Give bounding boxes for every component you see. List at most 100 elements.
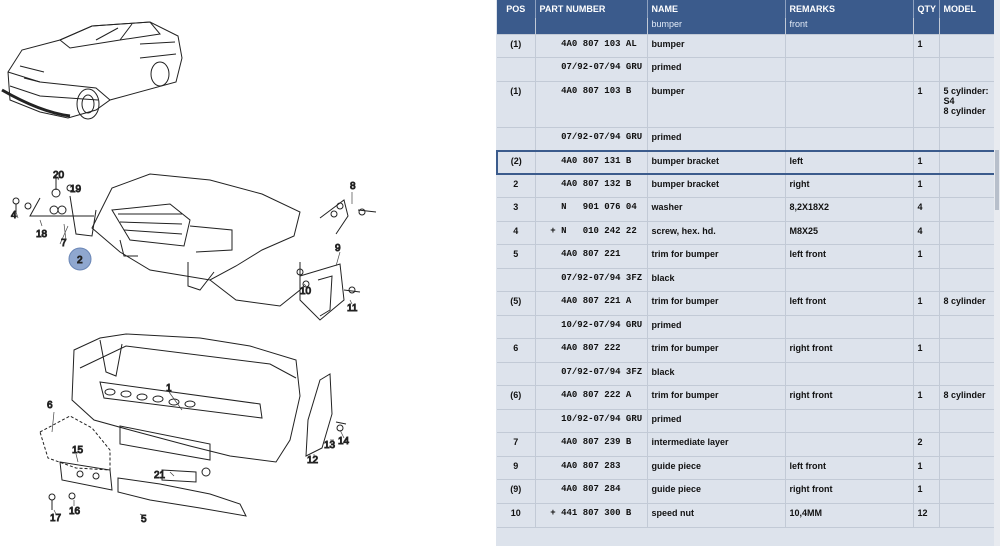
cell-name: bumper	[647, 34, 786, 58]
cell-remarks: left front	[785, 244, 914, 269]
cell-remarks	[785, 34, 914, 58]
cell-remarks	[785, 127, 914, 152]
cell-name: primed	[647, 409, 786, 433]
column-header-qty[interactable]: QTY	[913, 0, 940, 18]
column-header-pos[interactable]: POS	[497, 0, 536, 18]
table-header-row: POS PART NUMBER NAME REMARKS QTY MODEL	[497, 0, 996, 18]
cell-qty: 1	[913, 34, 940, 58]
table-row[interactable]: 3 N 901 076 04 washer 8,2X18X2 4	[497, 197, 996, 222]
callout-8: 8	[350, 181, 356, 192]
cell-remarks	[785, 409, 914, 433]
cell-qty: 4	[913, 221, 940, 245]
cell-model	[939, 409, 996, 433]
cell-qty	[913, 268, 940, 292]
cell-pos: (5)	[497, 291, 536, 316]
cell-remarks: right front	[785, 338, 914, 363]
cell-remarks: left front	[785, 291, 914, 316]
cell-qty: 1	[913, 479, 940, 504]
table-row[interactable]: 07/92-07/94 3FZ black	[497, 268, 996, 292]
cell-model	[939, 268, 996, 292]
cell-model	[939, 479, 996, 504]
cell-qty: 4	[913, 197, 940, 222]
callout-15: 15	[72, 445, 84, 456]
cell-model	[939, 338, 996, 363]
cell-qty: 2	[913, 432, 940, 457]
cell-model	[939, 244, 996, 269]
cell-part: 4A0 807 221 A	[535, 291, 648, 316]
cell-pos	[497, 409, 536, 433]
subheader-name: bumper	[647, 18, 786, 35]
cell-part: 10/92-07/94 GRU	[535, 409, 648, 433]
column-header-name[interactable]: NAME	[647, 0, 786, 18]
cell-qty	[913, 362, 940, 386]
callout-10: 10	[300, 286, 312, 297]
table-row[interactable]: 07/92-07/94 GRU primed	[497, 127, 996, 152]
cell-remarks: left front	[785, 456, 914, 480]
cell-qty: 1	[913, 81, 940, 128]
front-end-drawing	[12, 173, 377, 321]
table-row[interactable]: 4 + N 010 242 22 screw, hex. hd. M8X25 4	[497, 221, 996, 245]
column-header-remarks[interactable]: REMARKS	[785, 0, 914, 18]
callout-13: 13	[324, 440, 336, 451]
cell-pos: 4	[497, 221, 536, 245]
column-header-part-number[interactable]: PART NUMBER	[535, 0, 648, 18]
car-thumbnail-icon	[1, 21, 183, 120]
column-header-model[interactable]: MODEL	[939, 0, 996, 18]
cell-pos: 10	[497, 503, 536, 528]
bumper-drawing	[39, 333, 347, 517]
cell-part: 10/92-07/94 GRU	[535, 315, 648, 339]
cell-pos: 6	[497, 338, 536, 363]
cell-pos: 3	[497, 197, 536, 222]
table-row[interactable]: 07/92-07/94 3FZ black	[497, 362, 996, 386]
cell-part: + 441 807 300 B	[535, 503, 648, 528]
cell-name: black	[647, 268, 786, 292]
cell-pos: (1)	[497, 34, 536, 58]
cell-qty	[913, 409, 940, 433]
table-row[interactable]: 10/92-07/94 GRU primed	[497, 315, 996, 339]
cell-name: trim for bumper	[647, 385, 786, 410]
cell-model	[939, 362, 996, 386]
callout-19: 19	[70, 184, 82, 195]
cell-qty: 1	[913, 338, 940, 363]
subheader-pos	[497, 18, 536, 35]
cell-part: 07/92-07/94 GRU	[535, 57, 648, 82]
callout-12: 12	[307, 455, 319, 466]
table-row[interactable]: 9 4A0 807 283 guide piece left front 1	[497, 456, 996, 480]
cell-remarks: right front	[785, 385, 914, 410]
cell-name: primed	[647, 315, 786, 339]
callout-14: 14	[338, 436, 350, 447]
vertical-scrollbar[interactable]	[994, 0, 1000, 546]
table-row[interactable]: 07/92-07/94 GRU primed	[497, 57, 996, 82]
table-row[interactable]: 5 4A0 807 221 trim for bumper left front 1	[497, 244, 996, 269]
cell-remarks: 10,4MM	[785, 503, 914, 528]
cell-pos: 5	[497, 244, 536, 269]
cell-remarks: left	[785, 150, 914, 175]
cell-pos	[497, 362, 536, 386]
cell-qty	[913, 315, 940, 339]
scrollbar-thumb[interactable]	[995, 150, 999, 210]
table-row[interactable]: (1) 4A0 807 103 AL bumper 1	[497, 34, 996, 58]
table-row[interactable]: (9) 4A0 807 284 guide piece right front 1	[497, 479, 996, 504]
cell-part: N 901 076 04	[535, 197, 648, 222]
cell-pos	[497, 315, 536, 339]
cell-model	[939, 221, 996, 245]
cell-part: 07/92-07/94 3FZ	[535, 268, 648, 292]
table-row[interactable]: 6 4A0 807 222 trim for bumper right front 1	[497, 338, 996, 363]
cell-model	[939, 197, 996, 222]
table-row[interactable]: 10/92-07/94 GRU primed	[497, 409, 996, 433]
cell-pos: 9	[497, 456, 536, 480]
cell-name: guide piece	[647, 479, 786, 504]
callout-2: 2	[77, 255, 83, 266]
cell-name: screw, hex. hd.	[647, 221, 786, 245]
cell-qty	[913, 57, 940, 82]
cell-remarks	[785, 81, 914, 128]
cell-pos	[497, 127, 536, 152]
cell-part: 4A0 807 103 AL	[535, 34, 648, 58]
